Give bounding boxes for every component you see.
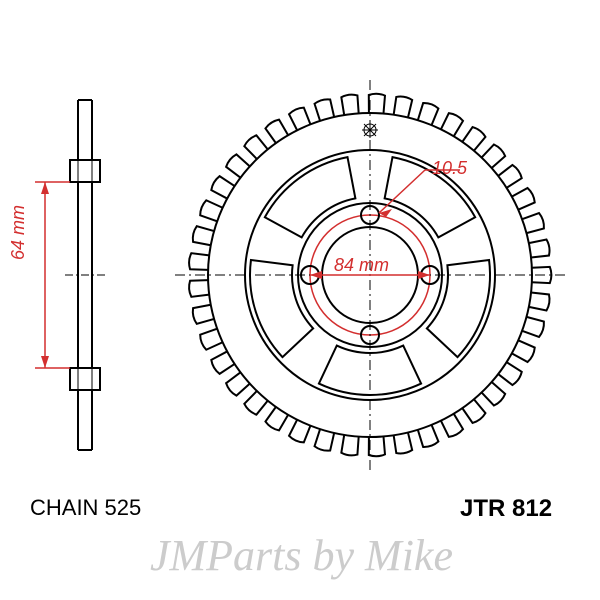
part-number-label: JTR 812 — [460, 495, 552, 523]
chain-spec-label: CHAIN 525 — [30, 495, 141, 521]
bolt-circle-dimension: 84 mm — [334, 255, 389, 276]
side-profile — [35, 100, 105, 450]
bolt-hole-dimension: 10.5 — [432, 158, 467, 179]
hub-width-dimension: 64 mm — [8, 205, 29, 260]
